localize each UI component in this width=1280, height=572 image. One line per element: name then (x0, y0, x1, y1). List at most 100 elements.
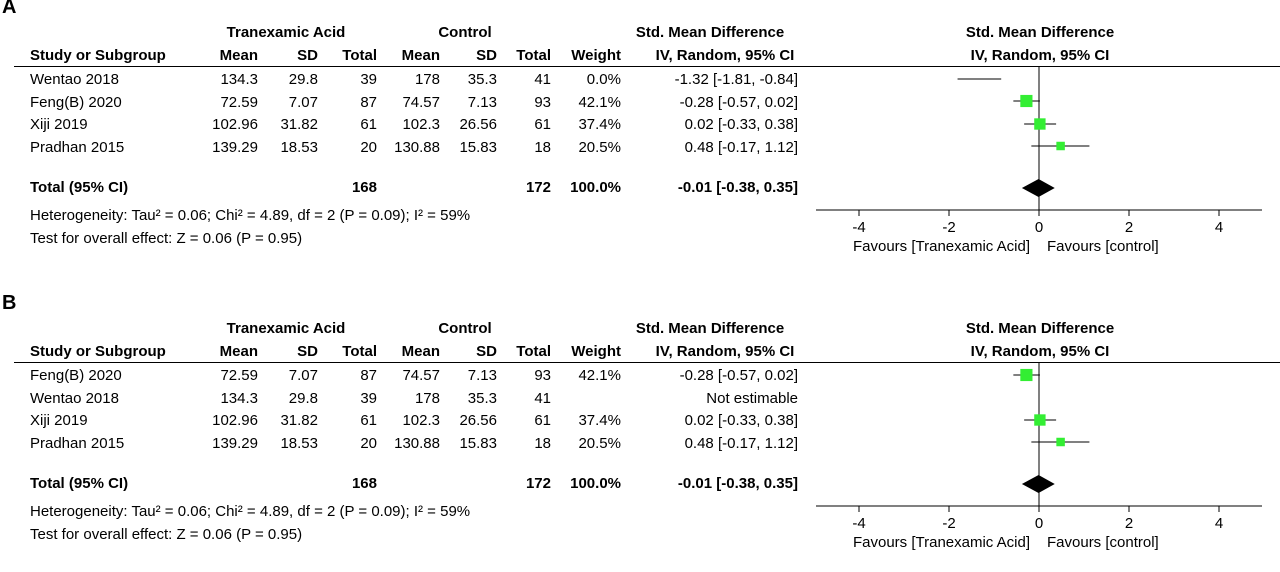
mean2: 102.3 (402, 116, 440, 133)
study-marker (1056, 141, 1065, 151)
sd2: 7.13 (467, 367, 497, 384)
total2: 18 (534, 139, 551, 156)
col-weight: Weight (571, 47, 621, 64)
col-total2: Total (516, 47, 551, 64)
overall-effect-text: Test for overall effect: Z = 0.06 (P = 0… (30, 526, 303, 543)
total1: 168 (351, 179, 377, 196)
panel-label: A (2, 0, 17, 18)
sd1: 7.07 (288, 367, 318, 384)
mean2: 74.57 (402, 94, 440, 111)
mean2: 74.57 (402, 367, 440, 384)
effect-ci: 0.48 [-0.17, 1.12] (684, 435, 798, 452)
study-name: Wentao 2018 (30, 390, 119, 407)
panel-label: B (2, 292, 17, 314)
total2: 41 (534, 390, 551, 407)
col-sd2: SD (476, 47, 497, 64)
sd2: 26.56 (459, 116, 497, 133)
forest-panel-a: A Tranexamic Acid Control Std. Mean Diff… (0, 0, 1280, 276)
effect-header-right: Std. Mean Difference (965, 24, 1115, 41)
study-marker (1034, 414, 1046, 426)
study-name: Pradhan 2015 (30, 139, 125, 156)
mean1: 139.29 (212, 139, 258, 156)
total1: 61 (360, 116, 377, 133)
total-weight: 100.0% (570, 475, 621, 492)
study-name: Pradhan 2015 (30, 435, 125, 452)
effect-ci: Not estimable (706, 390, 798, 407)
total2: 18 (534, 435, 551, 452)
header-divider (14, 66, 1280, 67)
total1: 61 (360, 412, 377, 429)
x-tick-label: -4 (852, 219, 865, 236)
sd2: 35.3 (467, 390, 497, 407)
study-marker (1020, 368, 1033, 382)
group2-header: Control (438, 24, 492, 41)
mean1: 134.3 (220, 71, 258, 88)
sd2: 7.13 (467, 94, 497, 111)
forest-panel-b: B Tranexamic Acid Control Std. Mean Diff… (0, 292, 1280, 572)
study-name: Wentao 2018 (30, 71, 119, 88)
col-mean2: Mean (401, 343, 440, 360)
mean2: 102.3 (402, 412, 440, 429)
effect-ci: 0.02 [-0.33, 0.38] (684, 412, 798, 429)
mean1: 102.96 (212, 412, 258, 429)
col-sd2: SD (476, 343, 497, 360)
study-marker (1020, 94, 1033, 108)
mean1: 102.96 (212, 116, 258, 133)
total2: 61 (534, 116, 551, 133)
method-right: IV, Random, 95% CI (970, 47, 1110, 64)
effect-header-left: Std. Mean Difference (635, 24, 785, 41)
total-label: Total (95% CI) (30, 475, 129, 492)
effect-ci: 0.02 [-0.33, 0.38] (684, 116, 798, 133)
favours-right-label: Favours [control] (1047, 238, 1159, 255)
favours-left-label: Favours [Tranexamic Acid] (853, 534, 1030, 551)
mean2: 178 (414, 71, 440, 88)
sd2: 15.83 (459, 139, 497, 156)
pooled-diamond (1021, 475, 1055, 493)
method-right: IV, Random, 95% CI (970, 343, 1110, 360)
x-tick-label: 2 (1125, 219, 1133, 236)
sd1: 29.8 (288, 390, 318, 407)
col-total1: Total (342, 47, 377, 64)
effect-header-right: Std. Mean Difference (965, 320, 1115, 337)
mean2: 130.88 (394, 435, 440, 452)
sd1: 7.07 (288, 94, 318, 111)
x-tick-label: 2 (1125, 515, 1133, 532)
forest-plot: -4 -2 0 2 4 Favours [Tranexamic Acid] Favours … (816, 362, 1262, 551)
weight: 20.5% (578, 435, 621, 452)
pooled-diamond (1021, 179, 1055, 197)
study-name: Feng(B) 2020 (30, 367, 122, 384)
total2: 41 (534, 71, 551, 88)
total-ci: -0.01 [-0.38, 0.35] (677, 475, 798, 492)
mean2: 130.88 (394, 139, 440, 156)
method-left: IV, Random, 95% CI (655, 343, 795, 360)
study-marker (1034, 118, 1046, 130)
col-sd1: SD (297, 47, 318, 64)
x-tick-label: 0 (1035, 515, 1043, 532)
x-tick-label: 4 (1215, 515, 1223, 532)
favours-left-label: Favours [Tranexamic Acid] (853, 238, 1030, 255)
weight: 42.1% (578, 94, 621, 111)
total1: 39 (360, 390, 377, 407)
weight: 20.5% (578, 139, 621, 156)
heterogeneity-text: Heterogeneity: Tau² = 0.06; Chi² = 4.89,… (30, 207, 471, 224)
col-study: Study or Subgroup (30, 343, 166, 360)
study-name: Xiji 2019 (30, 412, 88, 429)
x-tick-label: -2 (942, 219, 955, 236)
header-divider (14, 362, 1280, 363)
col-study: Study or Subgroup (30, 47, 166, 64)
group2-header: Control (438, 320, 492, 337)
sd2: 15.83 (459, 435, 497, 452)
mean1: 72.59 (220, 94, 258, 111)
sd1: 29.8 (288, 71, 318, 88)
group1-header: Tranexamic Acid (226, 320, 346, 337)
overall-effect-text: Test for overall effect: Z = 0.06 (P = 0… (30, 230, 303, 247)
col-sd1: SD (297, 343, 318, 360)
weight: 42.1% (578, 367, 621, 384)
col-mean2: Mean (401, 47, 440, 64)
total1: 87 (360, 94, 377, 111)
effect-ci: -0.28 [-0.57, 0.02] (679, 367, 798, 384)
mean1: 134.3 (220, 390, 258, 407)
effect-ci: -1.32 [-1.81, -0.84] (674, 71, 798, 88)
sd1: 18.53 (280, 435, 318, 452)
effect-header-left: Std. Mean Difference (635, 320, 785, 337)
